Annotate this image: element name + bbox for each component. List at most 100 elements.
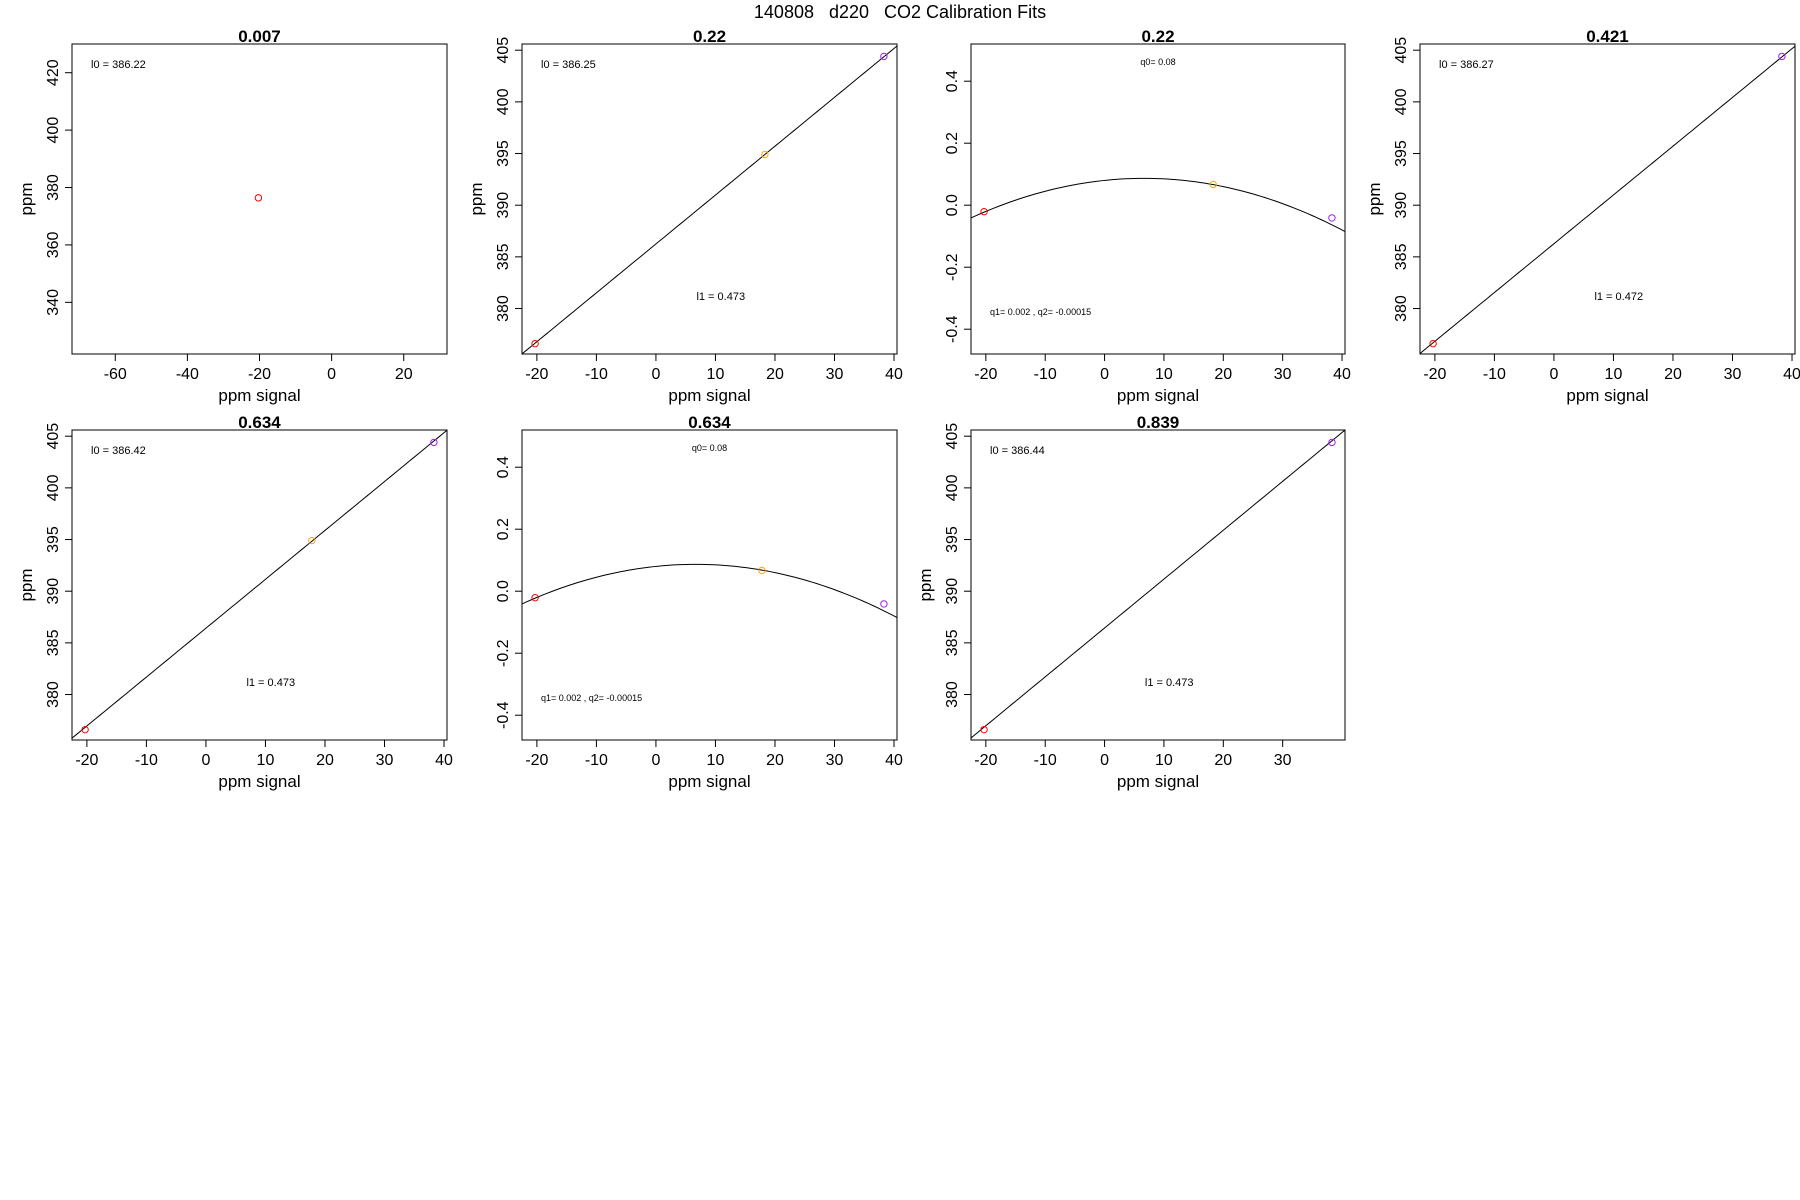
x-tick-label: 40 (435, 752, 453, 769)
y-tick-label: 0.0 (495, 580, 512, 602)
panel-title: 0.634 (688, 413, 731, 432)
data-point (1209, 180, 1217, 189)
x-tick-label: 0 (651, 366, 660, 383)
x-tick-label: -10 (585, 366, 608, 383)
panel-6: 0.634 -20 -10 0 10 20 30 40 -0.4 -0.2 0.0 0.2 0.4 ppm… (495, 413, 903, 791)
fit-annotation: q0= 0.08 (1140, 57, 1175, 67)
x-tick-label: -20 (75, 752, 98, 769)
x-tick-label: 10 (1155, 752, 1173, 769)
fit-line (72, 430, 447, 739)
plot-frame (521, 43, 898, 355)
y-tick-label: 385 (45, 629, 62, 656)
y-tick-label: 405 (45, 423, 62, 450)
data-point (430, 438, 438, 447)
x-tick-label: 40 (1783, 366, 1800, 383)
x-tick-label: 20 (395, 366, 413, 383)
fit-line (1420, 45, 1795, 354)
data-point (1429, 339, 1437, 348)
panel-title: 0.634 (238, 413, 281, 432)
x-tick-label: 20 (316, 752, 334, 769)
y-tick-label: 395 (944, 526, 961, 553)
x-tick-label: 10 (707, 366, 725, 383)
y-tick-label: 405 (944, 423, 961, 450)
y-tick-label: 380 (45, 174, 62, 201)
x-tick-label: 40 (1333, 366, 1351, 383)
x-tick-label: 10 (707, 752, 725, 769)
x-tick-label: -20 (1423, 366, 1446, 383)
x-axis-label: ppm signal (218, 772, 300, 791)
x-tick-label: 0 (201, 752, 210, 769)
x-tick-label: 30 (1274, 752, 1292, 769)
y-axis-label: ppm (916, 568, 935, 601)
x-tick-label: 20 (766, 752, 784, 769)
fit-annotation: q1= 0.002 , q2= -0.00015 (541, 693, 642, 703)
fit-line (971, 177, 1345, 233)
y-tick-label: 340 (45, 289, 62, 316)
y-tick-label: 385 (495, 243, 512, 270)
plot-frame (970, 429, 1346, 741)
x-tick-label: 0 (1100, 752, 1109, 769)
data-point (1328, 214, 1336, 222)
y-tick-label: 0.0 (944, 194, 961, 216)
fit-annotation: l1 = 0.473 (246, 677, 295, 689)
y-tick-label: 400 (495, 88, 512, 115)
y-axis-label: ppm (467, 182, 486, 215)
x-tick-label: -20 (525, 366, 548, 383)
x-tick-label: 10 (1155, 366, 1173, 383)
x-axis-label: ppm signal (1117, 386, 1199, 405)
fit-annotation: q0= 0.08 (692, 443, 727, 453)
plot-frame (521, 429, 898, 741)
panel-2: 0.22 -20 -10 0 10 20 30 40 380 385 390 395 400 405 ppm… (467, 27, 903, 405)
x-tick-label: 30 (826, 752, 844, 769)
plot-frame (71, 43, 448, 355)
x-axis-label: ppm signal (1566, 386, 1648, 405)
fit-annotation: l1 = 0.473 (696, 291, 745, 303)
y-tick-label: -0.4 (944, 315, 961, 343)
x-tick-label: 30 (1724, 366, 1742, 383)
data-point (1778, 52, 1786, 61)
panel-5: 0.634 -20 -10 0 10 20 30 40 380 385 390 395 400 405 pp… (17, 413, 453, 791)
x-tick-label: -10 (1034, 366, 1057, 383)
data-point (758, 566, 766, 575)
y-tick-label: 400 (45, 474, 62, 501)
y-tick-label: 380 (944, 681, 961, 708)
y-tick-label: 380 (495, 295, 512, 322)
x-axis-label: ppm signal (668, 772, 750, 791)
x-tick-label: 20 (766, 366, 784, 383)
y-tick-label: 400 (944, 474, 961, 501)
x-tick-label: -60 (104, 366, 127, 383)
data-point (980, 208, 988, 216)
fit-annotation: l0 = 386.22 (91, 59, 146, 71)
data-point (880, 52, 888, 61)
x-tick-label: 30 (1274, 366, 1292, 383)
y-tick-label: -0.2 (944, 253, 961, 281)
fit-annotation: l0 = 386.42 (91, 445, 146, 457)
panel-title: 0.007 (238, 27, 281, 46)
y-tick-label: 405 (1393, 37, 1410, 64)
fit-annotation: l0 = 386.27 (1439, 59, 1494, 71)
y-axis-label: ppm (1365, 182, 1384, 215)
y-tick-label: 390 (944, 578, 961, 605)
x-tick-label: -40 (176, 366, 199, 383)
y-tick-label: 390 (1393, 192, 1410, 219)
figure-title: 140808 d220 CO2 Calibration Fits (753, 2, 1047, 22)
panel-title: 0.22 (693, 27, 726, 46)
x-tick-label: -20 (974, 752, 997, 769)
y-tick-label: 390 (495, 192, 512, 219)
panel-title: 0.421 (1586, 27, 1629, 46)
x-tick-label: 20 (1214, 752, 1232, 769)
data-point (531, 339, 539, 348)
x-tick-label: 40 (885, 752, 903, 769)
y-tick-label: 400 (1393, 88, 1410, 115)
panel-7: 0.839 -20 -10 0 10 20 30 380 385 390 395 400 405 ppm … (916, 413, 1346, 791)
data-point (761, 150, 769, 159)
x-tick-label: 40 (885, 366, 903, 383)
x-tick-label: -10 (135, 752, 158, 769)
y-tick-label: 380 (45, 681, 62, 708)
plot-frame (1419, 43, 1796, 355)
x-tick-label: 0 (1100, 366, 1109, 383)
data-point (980, 725, 988, 734)
y-axis-label: ppm (17, 568, 36, 601)
y-tick-label: 385 (1393, 243, 1410, 270)
